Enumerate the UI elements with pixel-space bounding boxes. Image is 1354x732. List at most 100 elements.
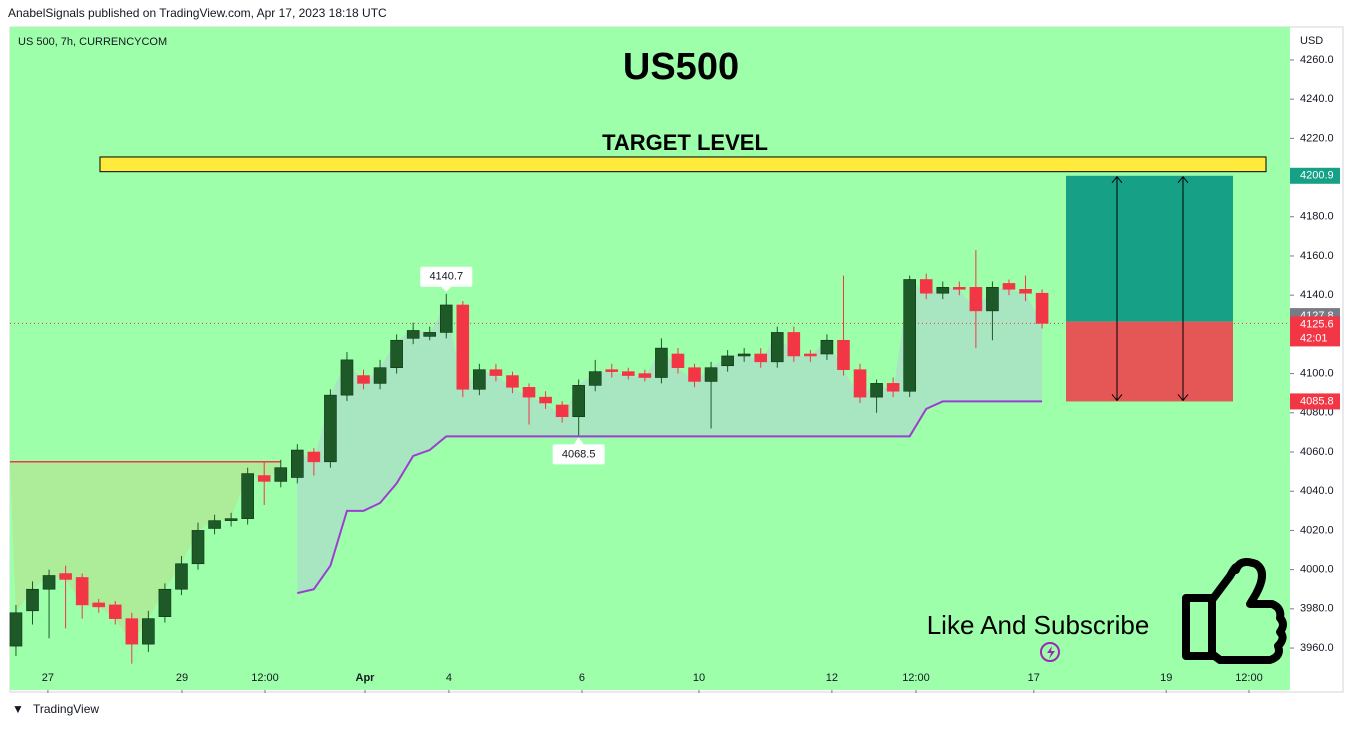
callout-pointer xyxy=(441,286,452,292)
cta: Like And Subscribe xyxy=(927,610,1150,640)
candle-body xyxy=(92,602,106,608)
candle-body xyxy=(721,355,734,367)
plot: 4140.7 4068.5 xyxy=(9,27,1294,693)
x-tick-label: 4 xyxy=(446,672,452,684)
y-tick-label: 4060.0 xyxy=(1300,446,1334,458)
y-tick-label: 4100.0 xyxy=(1300,368,1334,380)
candle-body xyxy=(142,618,155,645)
loss-zone xyxy=(1066,321,1233,402)
alert-icon xyxy=(1040,642,1060,662)
candle-body xyxy=(241,473,254,519)
candle-body xyxy=(754,353,768,363)
candle-body xyxy=(539,396,552,404)
candle-body xyxy=(1035,292,1049,324)
candle-body xyxy=(572,385,585,418)
x-tick-label: 27 xyxy=(42,672,54,684)
y-tick-label: 4040.0 xyxy=(1300,485,1334,497)
y-tick-label: 4140.0 xyxy=(1300,289,1334,301)
x-tick-label: 12 xyxy=(826,672,838,684)
x-tick-label: 12:00 xyxy=(902,672,930,684)
candle-body xyxy=(688,367,701,382)
candle-body xyxy=(473,369,486,390)
candle-body xyxy=(456,304,470,390)
candle-body xyxy=(770,332,784,363)
candle-body xyxy=(59,573,72,580)
candle-body xyxy=(671,353,685,369)
candle-body xyxy=(423,332,437,337)
candle-body xyxy=(969,287,983,312)
y-tick-label: 4000.0 xyxy=(1300,564,1334,576)
alert-icon xyxy=(1047,646,1055,659)
candle-body xyxy=(257,475,271,482)
candle-body xyxy=(42,575,56,590)
candle-body xyxy=(324,394,337,463)
candle-body xyxy=(1002,283,1016,290)
callout-box xyxy=(420,266,473,287)
candle-body xyxy=(26,588,39,612)
header: AnabelSignals published on TradingView.c… xyxy=(8,6,387,20)
candle-body xyxy=(373,367,387,384)
candle-body xyxy=(125,618,139,645)
candle-body xyxy=(986,287,999,312)
thumb-icon xyxy=(1182,558,1287,664)
y-tick-label: 4260.0 xyxy=(1300,54,1334,66)
candle-body xyxy=(605,369,619,372)
stop-line xyxy=(297,400,1043,595)
candle-body xyxy=(506,375,519,388)
candle-body xyxy=(588,371,602,386)
callout-pointer xyxy=(573,437,584,445)
candle-body xyxy=(224,518,238,521)
candle-body xyxy=(638,373,652,378)
y-tick-label: 4240.0 xyxy=(1300,93,1334,105)
x-tick-label: 6 xyxy=(579,672,585,684)
candle-body xyxy=(75,577,89,606)
symbol: US 500, 7h, CURRENCYCOM xyxy=(18,36,167,48)
y-tick-label: 4160.0 xyxy=(1300,250,1334,262)
candle-body xyxy=(191,530,205,565)
target-zone xyxy=(99,156,1267,173)
y-tick-label: 4080.0 xyxy=(1300,407,1334,419)
target-label: TARGET LEVEL xyxy=(602,130,768,155)
candle-body xyxy=(787,332,801,357)
candle-body xyxy=(489,369,503,376)
candle-body xyxy=(919,279,933,294)
candle-body xyxy=(406,330,420,339)
candle-body xyxy=(208,520,221,529)
candle-body xyxy=(853,369,867,398)
x-tick-label: 19 xyxy=(1160,672,1172,684)
y-tick-label: 3960.0 xyxy=(1300,642,1334,654)
candle-body xyxy=(704,367,718,382)
candle-body xyxy=(555,404,569,418)
candle-body xyxy=(108,604,122,619)
y-tick-label: 4220.0 xyxy=(1300,132,1334,144)
x-tick-label: 10 xyxy=(693,672,705,684)
candle-body xyxy=(9,612,23,647)
candle-body xyxy=(274,467,288,482)
y-tick-label: 3980.0 xyxy=(1300,603,1334,615)
x-tick-label: 17 xyxy=(1028,672,1040,684)
candle-body xyxy=(903,279,916,392)
candle-body xyxy=(936,287,950,294)
callout-label: 4140.7 xyxy=(429,271,463,283)
price-badge-label: 4085.8 xyxy=(1300,395,1334,407)
candle-body xyxy=(522,387,536,398)
candle-body xyxy=(439,304,453,333)
footer: TradingView xyxy=(33,702,99,716)
y-tick-label: 4180.0 xyxy=(1300,211,1334,223)
x-tick-label: 29 xyxy=(176,672,188,684)
x-tick-label: 12:00 xyxy=(1235,672,1263,684)
candle-body xyxy=(357,375,370,384)
candle-body xyxy=(1019,288,1032,294)
price-badge xyxy=(1290,167,1340,184)
candle-body xyxy=(870,383,883,398)
price-badge xyxy=(1290,316,1340,347)
candle-body xyxy=(655,347,668,378)
callout-label: 4068.5 xyxy=(562,448,596,460)
countdown: 42:01 xyxy=(1300,332,1328,344)
candle-body xyxy=(390,339,403,369)
candle-body xyxy=(307,451,321,463)
candle-body xyxy=(737,353,751,357)
arrow-head xyxy=(1111,176,1123,402)
callout-box xyxy=(552,444,605,465)
